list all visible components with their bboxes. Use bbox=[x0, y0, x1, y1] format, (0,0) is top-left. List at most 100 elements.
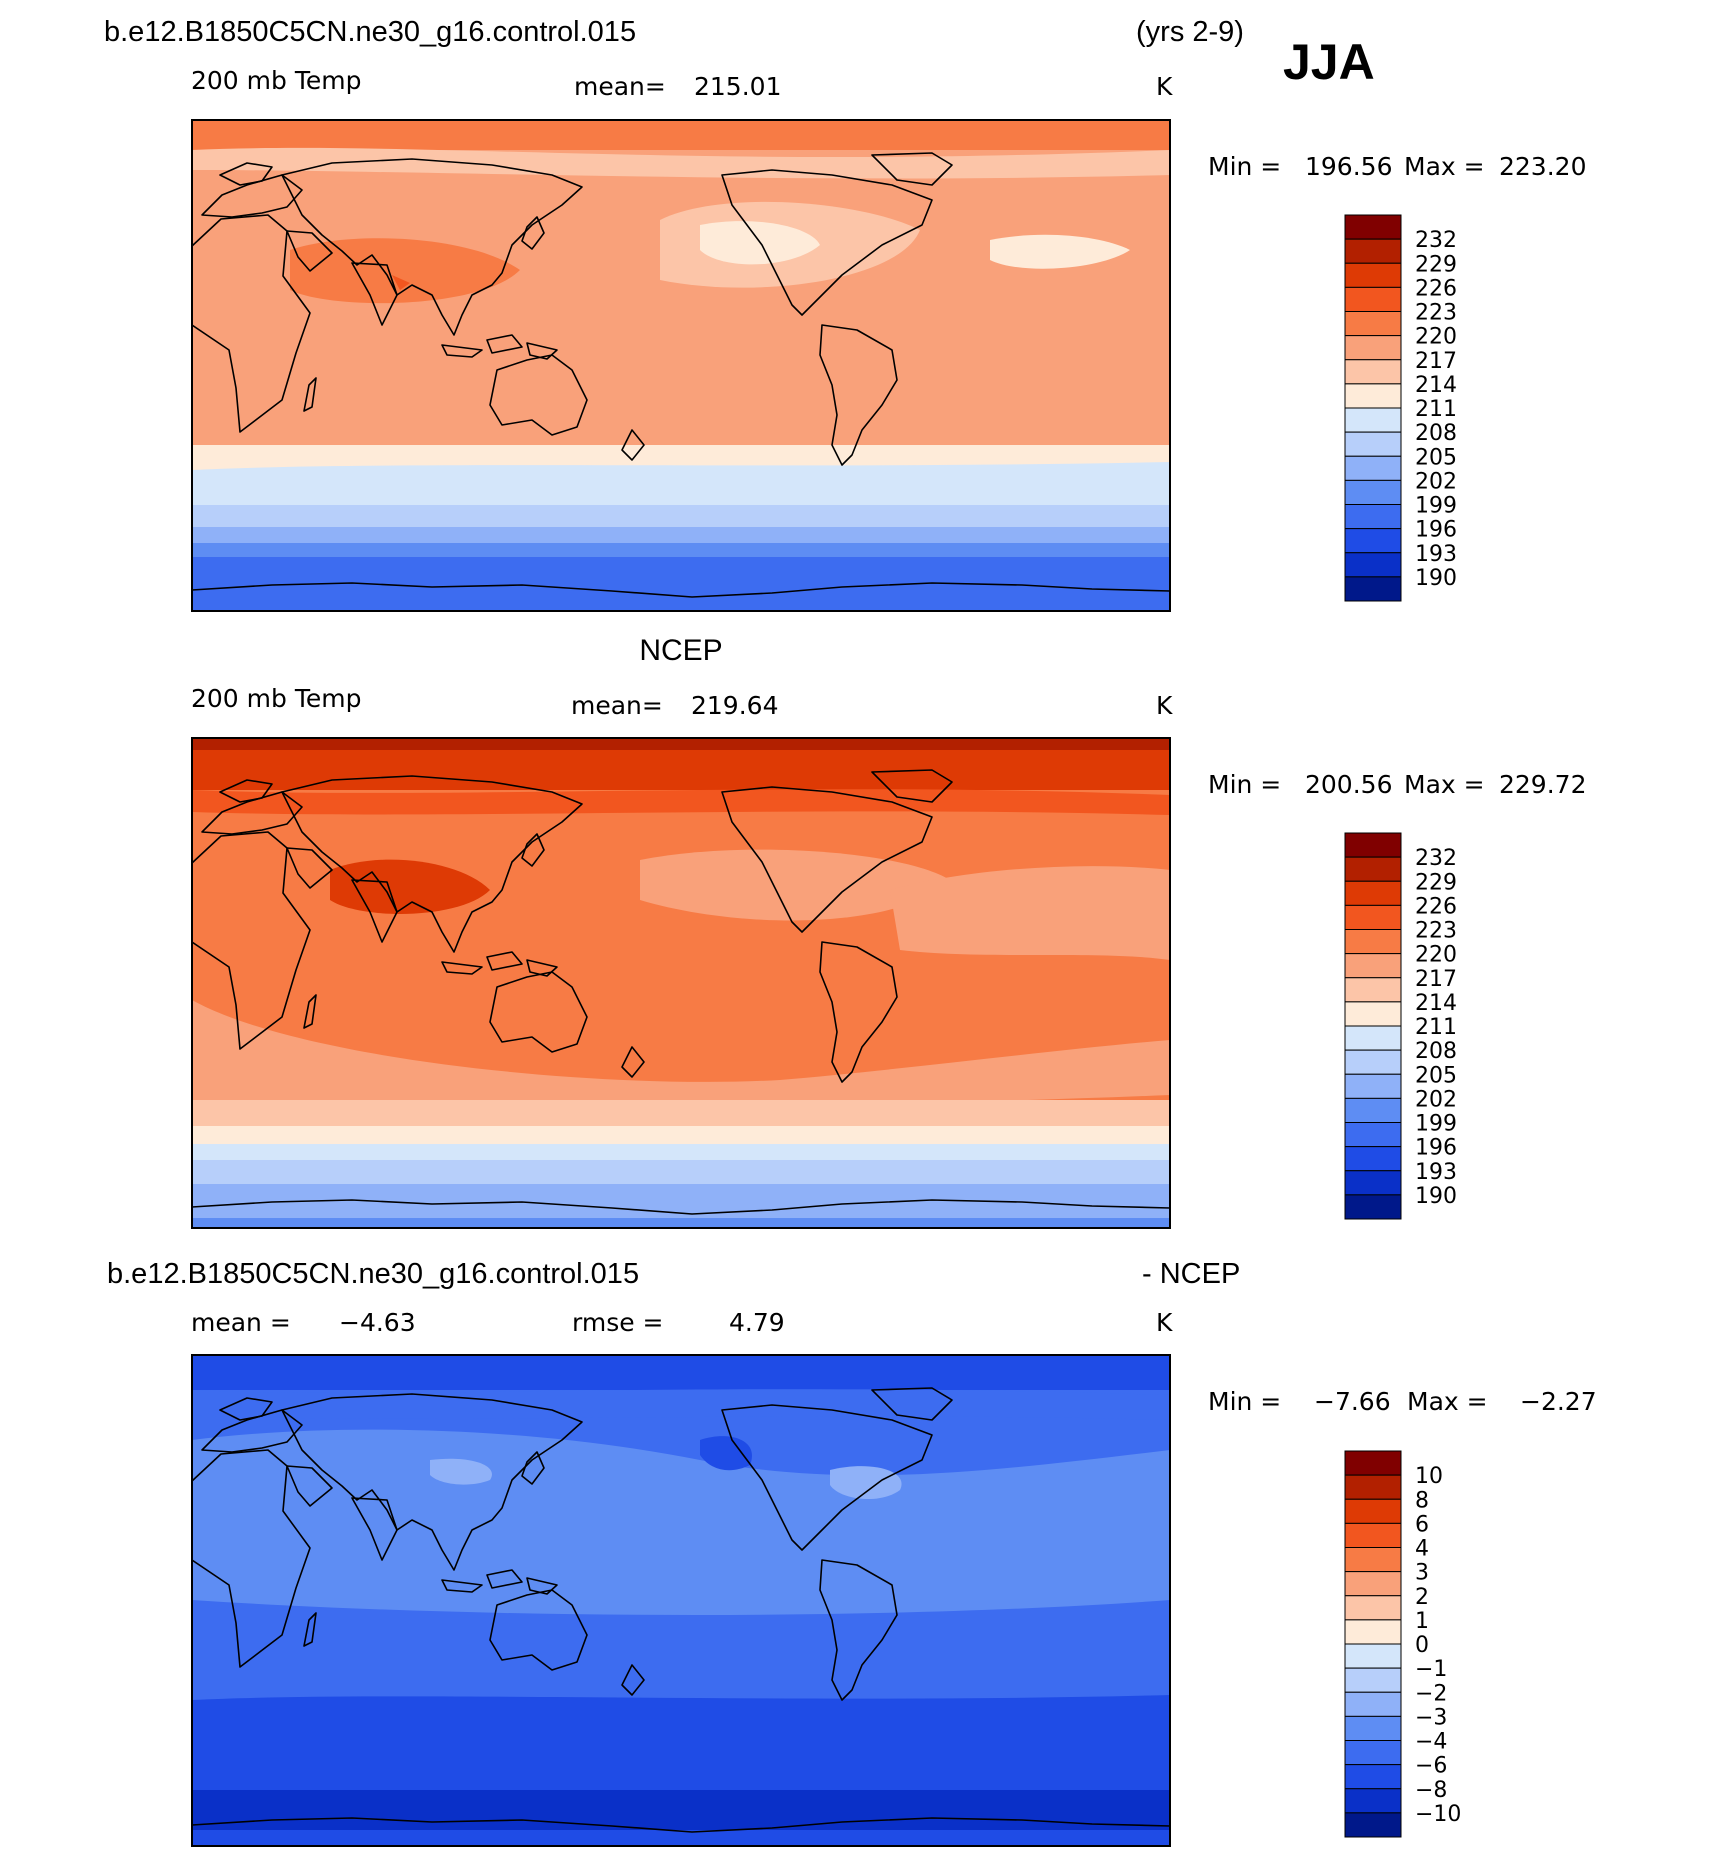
panel-model-variable: 200 mb Temp bbox=[191, 66, 361, 95]
colorbar-cell bbox=[1344, 1788, 1402, 1814]
colorbar-label: 208 bbox=[1415, 1039, 1457, 1064]
colorbar-label: 229 bbox=[1415, 870, 1457, 895]
colorbar-label: 211 bbox=[1415, 397, 1457, 422]
colorbar-cell bbox=[1344, 977, 1402, 1003]
colorbar-label: 4 bbox=[1415, 1537, 1429, 1562]
colorbar-cell bbox=[1344, 1097, 1402, 1123]
colorbar-cell bbox=[1344, 1498, 1402, 1524]
colorbar-cell bbox=[1344, 1595, 1402, 1621]
colorbar-label: 2 bbox=[1415, 1585, 1429, 1610]
colorbar-label: 223 bbox=[1415, 301, 1457, 326]
colorbar-cell bbox=[1344, 407, 1402, 433]
panel-ncep-variable: 200 mb Temp bbox=[191, 684, 361, 713]
colorbar-cell bbox=[1344, 1571, 1402, 1597]
colorbar-cell bbox=[1344, 1049, 1402, 1075]
colorbar-label: 217 bbox=[1415, 349, 1457, 374]
colorbar-label: 193 bbox=[1415, 1160, 1457, 1185]
colorbar-label: 202 bbox=[1415, 469, 1457, 494]
panel-diff-title-left: b.e12.B1850C5CN.ne30_g16.control.015 bbox=[107, 1258, 639, 1290]
colorbar-cell bbox=[1344, 238, 1402, 264]
colorbar-label: −10 bbox=[1415, 1802, 1461, 1827]
colorbar-label: 232 bbox=[1415, 846, 1457, 871]
colorbar-label: 232 bbox=[1415, 228, 1457, 253]
colorbar-cell bbox=[1344, 1146, 1402, 1172]
colorbar-label: 211 bbox=[1415, 1015, 1457, 1040]
panel-diff-units: K bbox=[1156, 1308, 1173, 1337]
panel-model-max-value: 223.20 bbox=[1499, 152, 1586, 181]
colorbar-label: 202 bbox=[1415, 1087, 1457, 1112]
colorbar-label: 199 bbox=[1415, 494, 1457, 519]
panel-ncep-title: NCEP bbox=[639, 634, 722, 667]
colorbar-label: 0 bbox=[1415, 1633, 1429, 1658]
colorbar-cell bbox=[1344, 552, 1402, 578]
colorbar-cell bbox=[1344, 1122, 1402, 1148]
colorbar-label: 220 bbox=[1415, 943, 1457, 968]
colorbar-cell bbox=[1344, 1667, 1402, 1693]
panel-diff: b.e12.B1850C5CN.ne30_g16.control.015 - N… bbox=[107, 1258, 1597, 1847]
panel-ncep-max-label: Max = bbox=[1404, 770, 1485, 799]
colorbar-label: 214 bbox=[1415, 991, 1457, 1016]
colorbar-cell bbox=[1344, 904, 1402, 930]
colorbar-cell bbox=[1344, 1450, 1402, 1476]
panel-diff-mean-label: mean = bbox=[191, 1308, 291, 1337]
panel-model-min-label: Min = bbox=[1208, 152, 1281, 181]
panel-model-units: K bbox=[1156, 72, 1173, 101]
panel-diff-map bbox=[192, 1355, 1170, 1846]
colorbar-cell bbox=[1344, 1025, 1402, 1051]
colorbar-cell bbox=[1344, 856, 1402, 882]
colorbar-label: 196 bbox=[1415, 518, 1457, 543]
panel-ncep-mean-value: 219.64 bbox=[691, 691, 778, 720]
colorbar-label: 229 bbox=[1415, 252, 1457, 277]
panel-model: 200 mb Temp mean= 215.01 K Min = 196.56 … bbox=[191, 66, 1586, 612]
panel-ncep-map bbox=[192, 738, 1170, 1228]
colorbar-cell bbox=[1344, 1547, 1402, 1573]
panel-model-max-label: Max = bbox=[1404, 152, 1485, 181]
colorbar-label: 199 bbox=[1415, 1112, 1457, 1137]
colorbar-label: 193 bbox=[1415, 542, 1457, 567]
colorbar-cell bbox=[1344, 528, 1402, 554]
colorbar-cell bbox=[1344, 286, 1402, 312]
colorbar-label: 1 bbox=[1415, 1609, 1429, 1634]
panel-ncep-units: K bbox=[1156, 691, 1173, 720]
colorbar-cell bbox=[1344, 504, 1402, 530]
colorbar-cell bbox=[1344, 1740, 1402, 1766]
panel-model-colorbar: 2322292262232202172142112082052021991961… bbox=[1344, 214, 1457, 602]
colorbar-label: 10 bbox=[1415, 1464, 1443, 1489]
panel-diff-min-value: −7.66 bbox=[1314, 1387, 1391, 1416]
colorbar-cell bbox=[1344, 1073, 1402, 1099]
panel-ncep: NCEP 200 mb Temp mean= 219.64 K Min = 20… bbox=[191, 634, 1586, 1229]
panel-model-mean-label: mean= bbox=[574, 72, 666, 101]
colorbar-label: 208 bbox=[1415, 421, 1457, 446]
colorbar-label: −2 bbox=[1415, 1681, 1447, 1706]
season-label: JJA bbox=[1283, 34, 1375, 90]
colorbar-label: 3 bbox=[1415, 1561, 1429, 1586]
panel-model-min-value: 196.56 bbox=[1305, 152, 1392, 181]
colorbar-cell bbox=[1344, 1812, 1402, 1838]
colorbar-label: −4 bbox=[1415, 1730, 1447, 1755]
colorbar-label: 196 bbox=[1415, 1136, 1457, 1161]
colorbar-cell bbox=[1344, 1170, 1402, 1196]
colorbar-cell bbox=[1344, 1194, 1402, 1220]
colorbar-label: 214 bbox=[1415, 373, 1457, 398]
case-title: b.e12.B1850C5CN.ne30_g16.control.015 bbox=[104, 16, 636, 48]
colorbar-cell bbox=[1344, 262, 1402, 288]
panel-model-map bbox=[192, 120, 1170, 611]
colorbar-label: 205 bbox=[1415, 1063, 1457, 1088]
colorbar-label: 223 bbox=[1415, 919, 1457, 944]
colorbar-label: 205 bbox=[1415, 445, 1457, 470]
colorbar-cell bbox=[1344, 431, 1402, 457]
colorbar-label: 226 bbox=[1415, 894, 1457, 919]
colorbar-label: 220 bbox=[1415, 325, 1457, 350]
years-label: (yrs 2-9) bbox=[1136, 16, 1244, 48]
colorbar-cell bbox=[1344, 576, 1402, 602]
colorbar-label: 8 bbox=[1415, 1488, 1429, 1513]
colorbar-label: 190 bbox=[1415, 1184, 1457, 1209]
panel-diff-max-label: Max = bbox=[1407, 1387, 1488, 1416]
colorbar-label: −1 bbox=[1415, 1657, 1447, 1682]
panel-diff-rmse-label: rmse = bbox=[572, 1308, 664, 1337]
colorbar-cell bbox=[1344, 1619, 1402, 1645]
colorbar-cell bbox=[1344, 1474, 1402, 1500]
panel-ncep-colorbar: 2322292262232202172142112082052021991961… bbox=[1344, 832, 1457, 1220]
panel-ncep-min-value: 200.56 bbox=[1305, 770, 1392, 799]
